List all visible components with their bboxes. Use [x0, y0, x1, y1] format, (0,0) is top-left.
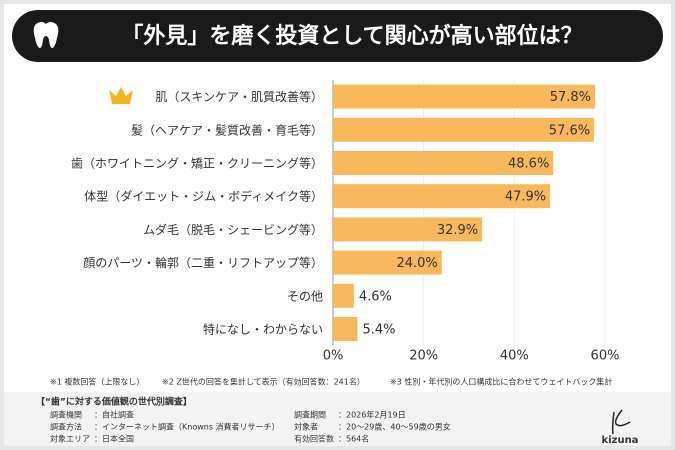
x-tick-label: 0%: [323, 349, 344, 364]
y-tick-label: 顔のパーツ・輪郭（二重・リフトアップ等）: [83, 255, 323, 270]
survey-value: ：インターネット調査（Knowns 消費者リサーチ）: [94, 422, 280, 432]
bar: [333, 184, 551, 209]
value-label: 57.6%: [549, 123, 590, 138]
survey-value: ：2026年2月19日: [338, 410, 406, 420]
title-bar: [12, 10, 663, 62]
y-tick-label: ムダ毛（脱毛・シェービング等）: [143, 222, 323, 237]
survey-label: 調査機関: [50, 410, 82, 420]
logo: kizuna: [602, 435, 639, 446]
crown-icon: [109, 87, 133, 104]
value-label: 48.6%: [508, 157, 549, 172]
bar: [333, 117, 595, 142]
bar: [333, 317, 358, 341]
survey-label: 対象エリア: [50, 434, 90, 444]
survey-value: ：日本全国: [94, 434, 134, 444]
footnote: ※3 性別・年代別の人口構成比に合わせてウェイトバック集計: [390, 377, 612, 387]
x-tick-label: 40%: [500, 349, 529, 364]
tooth-icon: [33, 22, 59, 48]
survey-label: 対象者: [294, 422, 318, 432]
bar: [333, 217, 483, 242]
logo-mark: [611, 409, 631, 435]
value-label: 24.0%: [396, 256, 437, 271]
value-label: 32.9%: [437, 223, 478, 238]
survey-label: 有効回答数: [294, 434, 334, 444]
y-tick-label: 髪（ヘアケア・髪質改善・育毛等）: [131, 122, 323, 137]
survey-value: ：564名: [338, 434, 369, 444]
x-tick-label: 60%: [591, 349, 620, 364]
x-tick-label: 20%: [409, 349, 438, 364]
bar: [333, 250, 442, 275]
survey-title: 【“歯”に対する価値観の世代別調査】: [36, 396, 192, 408]
bar: [333, 283, 354, 308]
value-label: 57.8%: [550, 90, 591, 105]
footer-panel: [4, 392, 671, 446]
y-tick-label: 体型（ダイエット・ジム・ボディメイク等）: [84, 189, 323, 204]
footnote: ※1 複数回答（上限なし）: [50, 377, 144, 387]
footnote: ※2 Z世代の回答を集計して表示（有効回答数：241名）: [162, 377, 365, 387]
y-tick-label: 歯（ホワイトニング・矯正・クリーニング等）: [71, 157, 323, 171]
value-label: 47.9%: [505, 190, 546, 205]
chart-title: 「外見」を磨く投資として関心が高い部位は？: [121, 23, 582, 49]
bar: [333, 151, 554, 175]
value-label: 4.6%: [359, 289, 392, 304]
survey-value: ：20～29歳、40～59歳の男女: [338, 422, 451, 432]
y-tick-label: 特になし・わからない: [203, 322, 323, 337]
value-label: 5.4%: [362, 323, 395, 338]
survey-label: 調査期間: [294, 410, 326, 420]
survey-label: 調査方法: [50, 422, 82, 432]
bar: [333, 84, 596, 109]
y-tick-label: その他: [287, 289, 323, 303]
y-tick-label: 肌（スキンケア・肌質改善等）: [155, 89, 323, 104]
survey-value: ：自社調査: [94, 410, 134, 420]
